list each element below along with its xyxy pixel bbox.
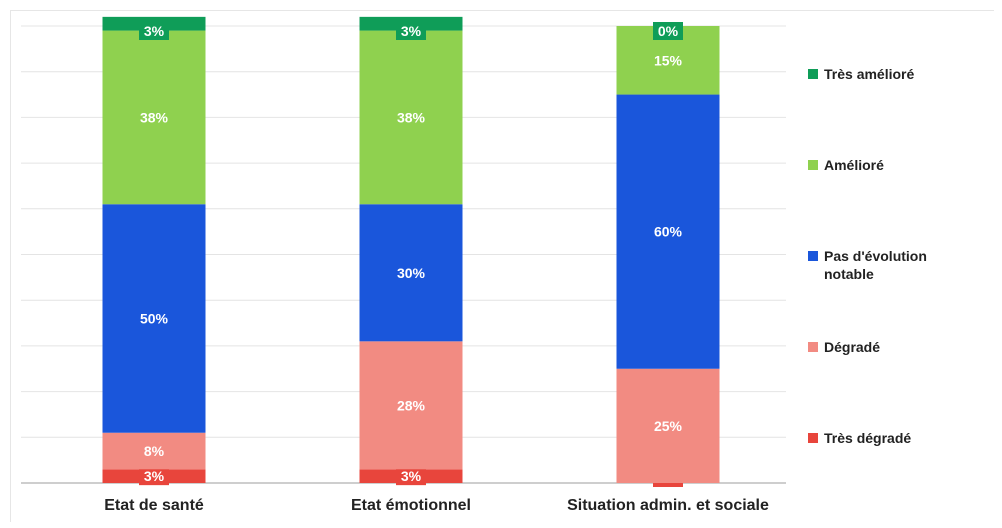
- legend-label: Très amélioré: [824, 66, 914, 82]
- legend-swatch: [808, 69, 818, 79]
- data-label: 50%: [140, 310, 169, 326]
- data-label: 0%: [658, 23, 679, 39]
- legend-label: Amélioré: [824, 157, 884, 173]
- category-label: Etat de santé: [104, 497, 204, 514]
- data-label: 60%: [654, 224, 683, 240]
- bar-segment: [102, 432, 206, 470]
- data-label: 3%: [401, 468, 422, 484]
- legend-label: Très dégradé: [824, 430, 911, 446]
- data-label: 3%: [144, 23, 165, 39]
- bar-segment: [102, 30, 206, 205]
- legend-swatch: [808, 342, 818, 352]
- bar-segment: [359, 30, 463, 205]
- legend-label: Dégradé: [824, 339, 880, 355]
- stacked-bar-chart: 3% 8% 50% 38% 3% Etat de santé 3% 28% 30% 38% 3% Et…: [21, 16, 927, 514]
- data-label: 25%: [654, 418, 683, 434]
- legend-swatch: [808, 160, 818, 170]
- data-label-box: [396, 22, 426, 40]
- data-label: 38%: [397, 109, 426, 125]
- category-label: Etat émotionnel: [351, 497, 471, 514]
- data-label-box: [139, 22, 169, 40]
- bar-segment: [102, 204, 206, 433]
- data-label-box: [653, 22, 683, 40]
- bar-segment: [359, 204, 463, 342]
- bar-segment: [616, 368, 720, 483]
- legend-swatch: [808, 251, 818, 261]
- data-label: 3%: [144, 468, 165, 484]
- data-label: 28%: [397, 397, 426, 413]
- category-label: Situation admin. et sociale: [567, 497, 769, 514]
- data-label: 8%: [144, 443, 165, 459]
- data-label: 15%: [654, 52, 683, 68]
- bar-segment: [616, 94, 720, 369]
- data-label: 3%: [401, 23, 422, 39]
- bar-segment: [359, 341, 463, 470]
- data-label: 38%: [140, 109, 169, 125]
- data-label: 30%: [397, 265, 426, 281]
- data-label-box: [139, 467, 169, 486]
- legend-swatch: [808, 433, 818, 443]
- chart-frame: 3% 8% 50% 38% 3% Etat de santé 3% 28% 30% 38% 3% Et…: [10, 10, 994, 522]
- legend-label: Pas d'évolution notable: [824, 248, 927, 282]
- data-label-box: [396, 467, 426, 486]
